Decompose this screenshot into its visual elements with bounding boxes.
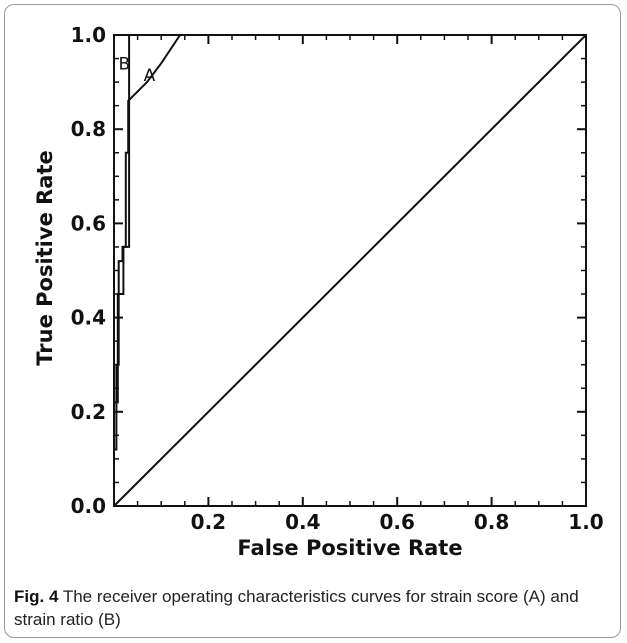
figure-number: Fig. 4	[14, 587, 59, 606]
curve-label-b: B	[119, 54, 131, 74]
x-tick-label: 0.4	[285, 510, 320, 534]
plot-layer: 0.2 0.4 0.6 0.8 1.0 0.0 0.2 0.4 0.6 0.8 1.0 AB	[71, 23, 604, 534]
x-tick-label: 0.6	[379, 510, 414, 534]
caption-text: The receiver operating characteristics c…	[14, 587, 579, 629]
figure-caption: Fig. 4 The receiver operating characteri…	[14, 585, 614, 631]
x-axis-label: False Positive Rate	[237, 536, 462, 560]
curve-label-a: A	[144, 66, 156, 86]
diagonal-reference-line	[113, 34, 587, 507]
y-tick-label: 0.6	[71, 211, 106, 235]
y-tick-label: 0.2	[71, 400, 106, 424]
y-tick-label: 0.4	[71, 306, 106, 330]
roc-curve-b	[113, 34, 586, 506]
x-tick-label: 1.0	[568, 510, 603, 534]
x-tick-label: 0.8	[474, 510, 509, 534]
figure-frame	[4, 4, 621, 638]
x-tick-label: 0.2	[191, 510, 226, 534]
y-tick-label: 1.0	[71, 23, 106, 47]
y-tick-label: 0.0	[71, 494, 106, 518]
y-axis-label: True Positive Rate	[33, 150, 57, 366]
y-tick-label: 0.8	[71, 117, 106, 141]
